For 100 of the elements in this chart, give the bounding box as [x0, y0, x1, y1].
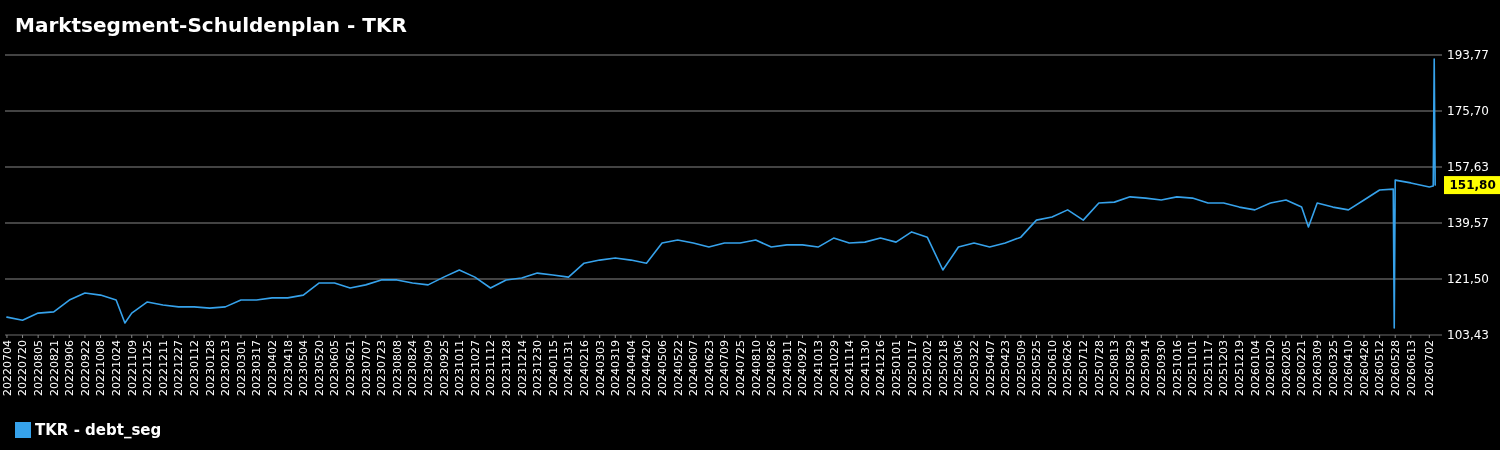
x-tick-label: 20250407 — [983, 340, 997, 396]
x-tick-label: 20250117 — [905, 340, 919, 396]
x-tick-label: 20251117 — [1201, 340, 1215, 396]
x-tick-label: 20221227 — [172, 340, 186, 396]
x-tick-label: 20230824 — [406, 340, 420, 396]
y-tick-label: 139,57 — [1447, 216, 1489, 231]
x-tick-label: 20240911 — [780, 340, 794, 396]
x-tick-label: 20240404 — [624, 340, 638, 396]
x-tick-label: 20230723 — [375, 340, 389, 396]
x-tick-label: 20240303 — [593, 340, 607, 396]
x-tick-label: 20251219 — [1233, 340, 1247, 396]
x-tick-label: 20260410 — [1342, 340, 1356, 396]
x-tick-label: 20250202 — [921, 340, 935, 396]
x-tick-label: 20220805 — [32, 340, 45, 396]
x-tick-label: 20260104 — [1248, 340, 1262, 396]
x-tick-label: 20240131 — [562, 340, 576, 396]
x-tick-label: 20230925 — [437, 340, 451, 396]
x-tick-label: 20251203 — [1217, 340, 1231, 396]
x-tick-label: 20231011 — [453, 340, 467, 396]
x-tick-label: 20230504 — [297, 340, 311, 396]
x-tick-label: 20251101 — [1186, 340, 1200, 396]
x-tick-label: 20250610 — [1045, 340, 1059, 396]
x-tick-label: 20260205 — [1279, 340, 1293, 396]
x-tick-label: 20250728 — [1092, 340, 1106, 396]
x-tick-label: 20220906 — [63, 340, 77, 396]
x-tick-label: 20230213 — [219, 340, 233, 396]
x-tick-label: 20230317 — [250, 340, 264, 396]
x-tick-label: 20250306 — [952, 340, 966, 396]
x-tick-label: 20241013 — [811, 340, 825, 396]
x-tick-label: 20230112 — [187, 340, 201, 396]
chart-title: Marktsegment-Schuldenplan - TKR — [15, 13, 407, 37]
x-tick-label: 20260702 — [1423, 340, 1437, 396]
x-tick-label: 20250813 — [1108, 340, 1122, 396]
x-tick-label: 20260120 — [1264, 340, 1278, 396]
line-series — [6, 58, 1436, 329]
x-tick-label: 20220922 — [78, 340, 92, 396]
x-tick-label: 20240319 — [609, 340, 623, 396]
x-tick-label: 20240810 — [749, 340, 763, 396]
x-tick-label: 20230301 — [234, 340, 248, 396]
x-tick-label: 20231128 — [499, 340, 513, 396]
x-tick-label: 20260325 — [1326, 340, 1340, 396]
x-tick-label: 20221024 — [109, 340, 123, 396]
text: 151,80 — [1449, 178, 1496, 193]
x-tick-label: 20220821 — [47, 340, 61, 396]
x-tick-label: 20230621 — [343, 340, 357, 396]
y-tick-label: 193,77 — [1447, 48, 1489, 63]
x-tick-label: 20250218 — [936, 340, 950, 396]
x-tick-label: 20240927 — [796, 340, 810, 396]
x-tick-label: 20220720 — [16, 340, 30, 396]
legend-label: TKR - debt_seg — [35, 421, 162, 440]
y-tick-label: 121,50 — [1447, 272, 1489, 287]
x-tick-label: 20241029 — [827, 340, 841, 396]
x-tick-label: 20230707 — [359, 340, 373, 396]
x-tick-label: 20221211 — [156, 340, 170, 396]
x-tick-label: 20250101 — [889, 340, 903, 396]
x-tick-label: 20260613 — [1404, 340, 1418, 396]
x-tick-label: 20251016 — [1170, 340, 1184, 396]
x-tick-label: 20250914 — [1139, 340, 1153, 396]
x-tick-label: 20260528 — [1389, 340, 1403, 396]
x-tick-label: 20240506 — [655, 340, 669, 396]
x-tick-label: 20221008 — [94, 340, 108, 396]
x-tick-label: 20220704 — [0, 340, 14, 396]
x-tick-label: 20230808 — [390, 340, 404, 396]
x-tick-label: 20230520 — [312, 340, 326, 396]
x-tick-label: 20240420 — [640, 340, 654, 396]
y-tick-label: 175,70 — [1447, 104, 1489, 119]
x-tick-label: 20250322 — [967, 340, 981, 396]
x-tick-label: 20250626 — [1061, 340, 1075, 396]
x-tick-label: 20250712 — [1077, 340, 1091, 396]
x-tick-label: 20260512 — [1373, 340, 1387, 396]
x-tick-label: 20260221 — [1295, 340, 1309, 396]
x-tick-label: 20230402 — [265, 340, 279, 396]
x-tick-label: 20250423 — [999, 340, 1013, 396]
x-tick-label: 20231214 — [515, 340, 529, 396]
x-tick-label: 20260426 — [1357, 340, 1371, 396]
x-tick-label: 20240216 — [577, 340, 591, 396]
y-tick-label: 103,43 — [1447, 328, 1489, 343]
x-tick-label: 20241114 — [843, 340, 857, 396]
x-tick-label: 20240115 — [546, 340, 560, 396]
x-tick-label: 20231230 — [531, 340, 545, 396]
x-tick-label: 20250930 — [1155, 340, 1169, 396]
x-tick-label: 20250525 — [1030, 340, 1044, 396]
x-tick-label: 20230909 — [421, 340, 435, 396]
x-tick-label: 20231027 — [468, 340, 482, 396]
x-tick-label: 20230418 — [281, 340, 295, 396]
x-tick-label: 20250829 — [1123, 340, 1137, 396]
x-tick-label: 20240607 — [687, 340, 701, 396]
x-tick-label: 20240522 — [671, 340, 685, 396]
x-tick-label: 20250509 — [1014, 340, 1028, 396]
x-tick-label: 20221109 — [125, 340, 139, 396]
x-tick-label: 20240826 — [765, 340, 779, 396]
x-tick-label: 20230605 — [328, 340, 342, 396]
x-tick-label: 20230128 — [203, 340, 217, 396]
x-tick-label: 20240623 — [702, 340, 716, 396]
x-tick-label: 20240709 — [718, 340, 732, 396]
x-tick-label: 20221125 — [141, 340, 155, 396]
x-tick-label: 20260309 — [1311, 340, 1325, 396]
x-tick-label: 20241130 — [858, 340, 872, 396]
x-tick-label: 20231112 — [484, 340, 498, 396]
x-tick-label: 20240725 — [733, 340, 747, 396]
